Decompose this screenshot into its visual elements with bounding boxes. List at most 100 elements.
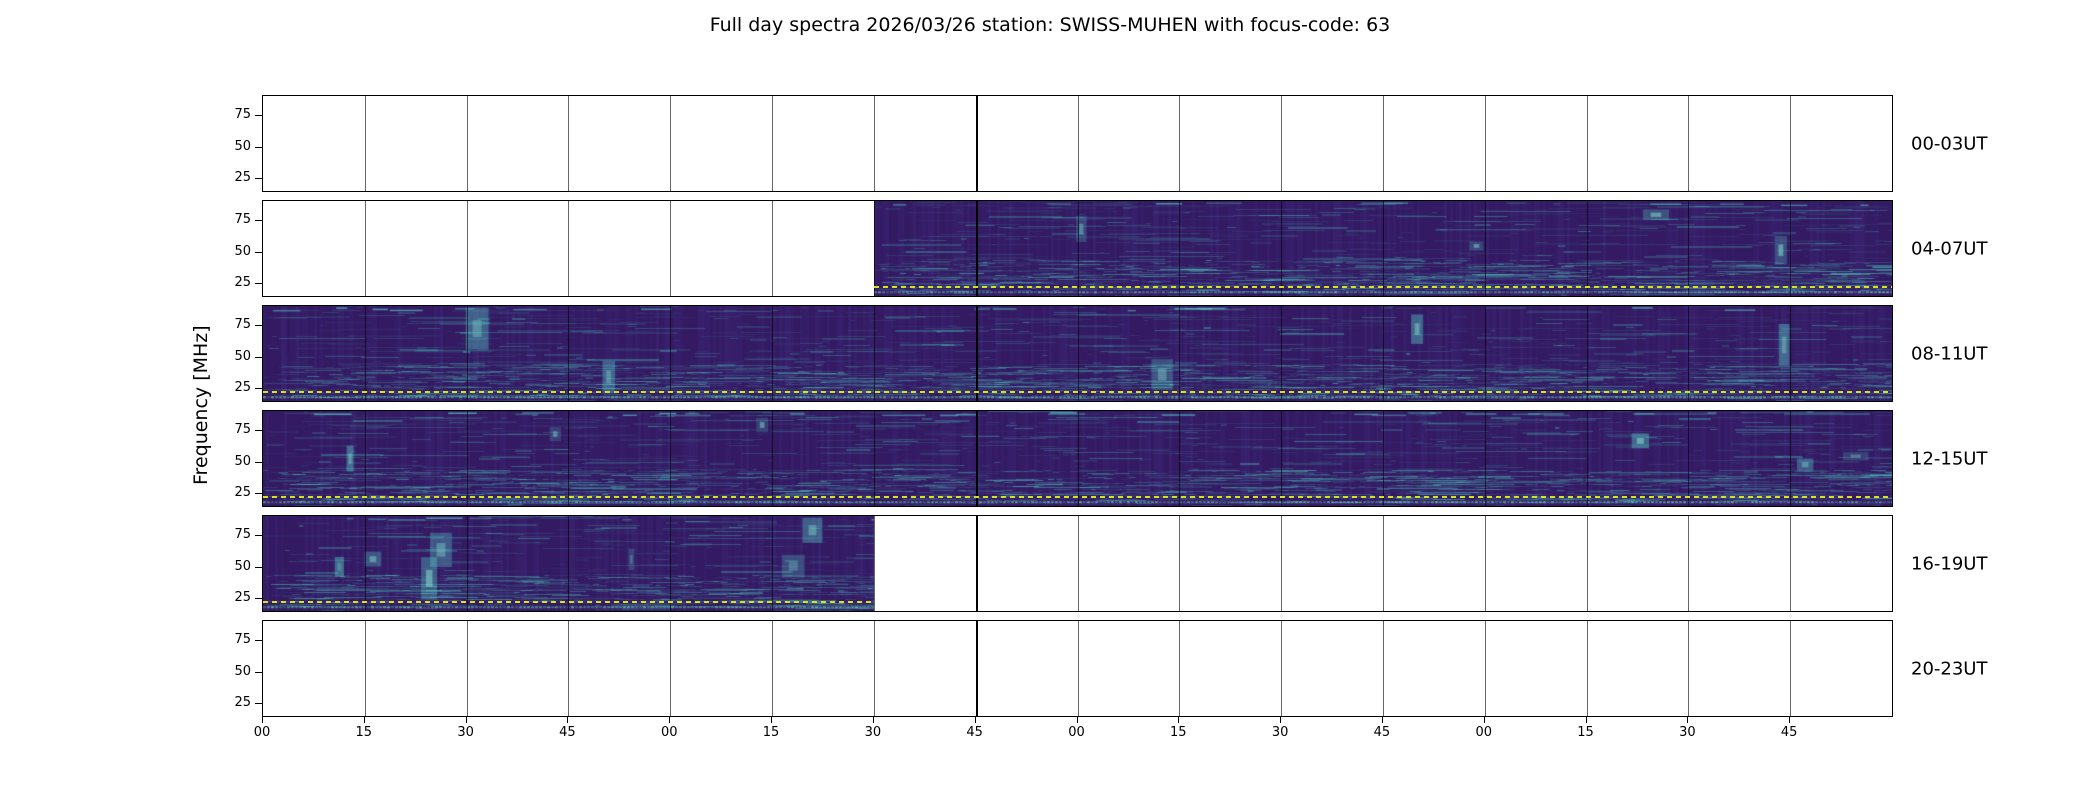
y-tick [255,461,262,463]
x-tick [771,717,773,723]
x-tick [1585,717,1587,723]
x-tick [567,717,569,723]
spectrogram-row-20-23ut: 75 50 25 20-23UT [234,620,1987,717]
grid-line [1790,621,1792,716]
grid-line [466,621,468,716]
grid-line [873,201,875,296]
grid-line [568,516,570,611]
y-tick-label: 50 [234,138,251,154]
grid-line [1382,306,1384,401]
grid-line [975,306,978,401]
grid-line [1586,516,1588,611]
y-tick-label: 25 [234,275,251,291]
grid-line [1281,96,1283,191]
grid-line [1790,306,1792,401]
grid-line [670,516,672,611]
x-tick-label: 30 [1271,725,1289,740]
grid-line [1790,411,1792,506]
x-tick [872,717,874,723]
grid-line [364,411,366,506]
grid-line [873,306,875,401]
row-label: 08-11UT [1911,343,1988,364]
y-tick-label: 25 [234,170,251,186]
y-tick [255,283,262,285]
grid-line [1790,96,1792,191]
grid-line [466,201,468,296]
y-tick-label: 50 [234,348,251,364]
grid-line [975,96,978,191]
grid-line [1179,201,1181,296]
grid-line [873,516,875,611]
y-tick-label: 75 [234,212,251,227]
y-tick-label: 25 [234,380,251,396]
y-tick [255,146,262,148]
x-tick-label: 30 [864,725,882,740]
x-tick [669,717,671,723]
x-tick-label: 00 [660,725,678,740]
y-tick-label: 25 [234,485,251,501]
grid-line [1586,621,1588,716]
y-tick [255,535,262,536]
grid-line [975,411,978,506]
grid-line [1790,201,1792,296]
y-tick [255,430,262,431]
grid-line [1179,306,1181,401]
grid-line [1179,516,1181,611]
grid-line [568,621,570,716]
row-label: 00-03UT [1911,133,1988,154]
grid-line [568,201,570,296]
grid-line [1281,306,1283,401]
grid-line [1688,621,1690,716]
grid-line [1688,96,1690,191]
x-tick-label: 30 [1679,725,1696,740]
y-tick-label: 75 [234,107,251,122]
grid-line [772,411,774,506]
grid-line [1077,621,1079,716]
grid-line [364,516,366,611]
grid-line [466,306,468,401]
x-tick-label: 45 [1373,725,1391,740]
grid-line [1179,96,1181,191]
x-tick-label: 30 [457,725,474,740]
grid-line [670,411,672,506]
y-tick [255,493,262,495]
spectrogram-row-08-11ut: 75 50 25 08-11UT [234,305,1987,402]
row-label: 12-15UT [1911,448,1988,469]
y-tick [255,178,262,180]
grid-line [873,411,875,506]
x-tick-label: 45 [1780,725,1798,740]
x-tick [1178,717,1180,723]
grid-line [1688,411,1690,506]
grid-line [772,201,774,296]
spectrogram-row-04-07ut: 75 50 25 04-07UT [234,200,1987,297]
y-tick [255,671,262,673]
y-tick-label: 75 [234,527,251,542]
grid-line [364,621,366,716]
grid-line [364,201,366,296]
x-tick-label: 00 [1068,725,1085,740]
grid-line [873,621,875,716]
grid-line [568,96,570,191]
row-label: 16-19UT [1911,553,1988,574]
grid-line [1484,201,1486,296]
grid-line [1484,516,1486,611]
x-tick-label: 00 [1475,725,1493,740]
dashed-marker-line [873,286,1892,288]
grid-line [568,411,570,506]
y-tick-label: 75 [234,422,251,437]
x-tick-label: 15 [1170,725,1187,740]
grid-line [670,621,672,716]
grid-line [670,201,672,296]
grid-line [1382,411,1384,506]
x-tick [1483,717,1485,723]
grid-line [975,201,978,296]
y-tick [255,356,262,358]
x-tick-label: 15 [355,725,373,740]
y-tick-label: 50 [234,663,251,679]
grid-line [975,516,978,611]
grid-line [670,306,672,401]
grid-line [1484,411,1486,506]
grid-line [1077,306,1079,401]
y-tick [255,220,262,221]
